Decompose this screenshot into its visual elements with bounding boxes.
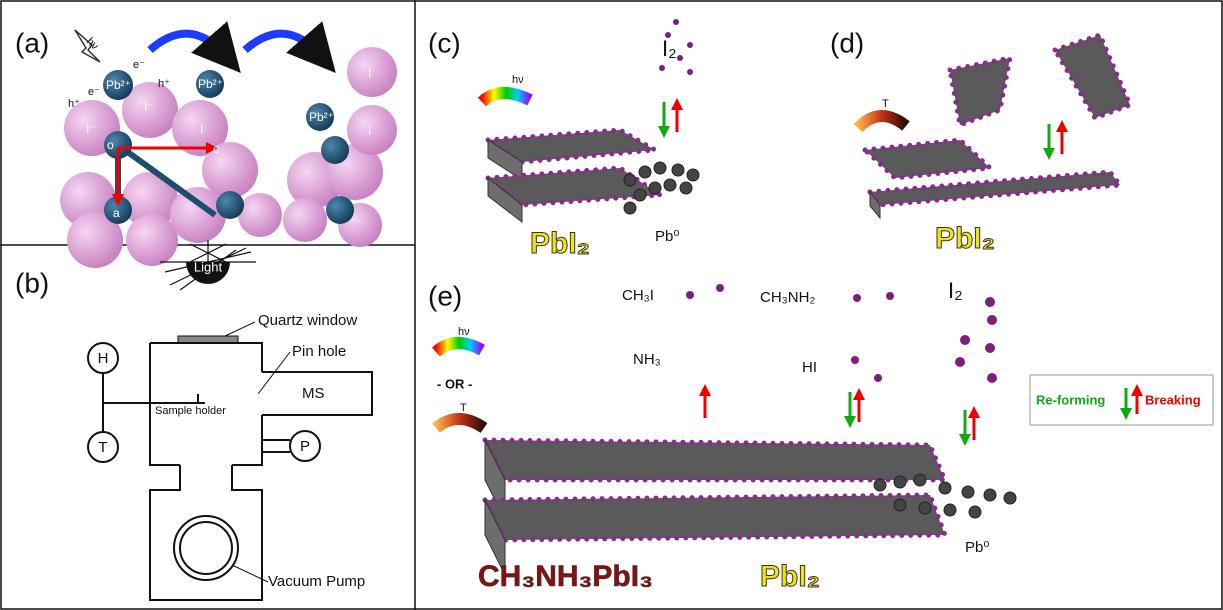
label: I (368, 66, 371, 80)
label: Pb²⁺ (106, 78, 131, 92)
label: NH₃ (633, 351, 661, 368)
label: Sample holder (155, 405, 226, 417)
label: o (107, 138, 114, 152)
label: T (460, 402, 467, 414)
panel-b: (b) Light Quartz window Pin hole MS H T … (15, 240, 372, 600)
label: Vacuum Pump (268, 573, 365, 590)
label: I (368, 124, 371, 138)
label: I (200, 122, 203, 136)
label: c (213, 142, 219, 156)
label: I₂ (948, 278, 963, 303)
label: CH₃I (622, 287, 654, 304)
label: Quartz window (258, 312, 357, 329)
label: CH₃NH₂ (760, 289, 815, 306)
label: HI (802, 359, 817, 376)
label: P (300, 438, 310, 455)
label: h⁺ (158, 78, 170, 90)
label: a (113, 206, 120, 220)
label: Pb²⁺ (309, 110, 334, 124)
panel-label: (a) (15, 27, 49, 58)
label: Light (194, 259, 223, 274)
panel-label: (e) (428, 280, 462, 311)
label: T (98, 439, 107, 456)
panel-a: (a) hν Pb²⁺ Pb²⁺ Pb²⁺ I⁻ I⁻ I I I o c a … (15, 5, 412, 268)
label: H (98, 350, 109, 367)
panel-label: (b) (15, 267, 49, 298)
label: PbI₂ (935, 222, 995, 255)
label: - OR - (437, 376, 472, 391)
legend-label: Re-forming (1036, 392, 1105, 407)
label: Pin hole (292, 343, 346, 360)
figure: (a) hν Pb²⁺ Pb²⁺ Pb²⁺ I⁻ I⁻ I I I o c a … (0, 0, 1223, 610)
panel-label: (c) (428, 27, 461, 58)
legend-label: Breaking (1145, 392, 1201, 407)
label: Pb⁰ (655, 228, 679, 245)
label: CH₃NH₃PbI₃ (478, 560, 653, 593)
label: Pb²⁺ (198, 77, 223, 91)
label: Pb⁰ (965, 539, 989, 556)
label: hν (512, 74, 524, 86)
label: e⁻ (88, 86, 100, 98)
label: I⁻ (144, 100, 154, 114)
label: h⁺ (68, 98, 80, 110)
panel-d: (d) T PbI₂ (830, 27, 1130, 255)
panel-label: (d) (830, 27, 864, 58)
panel-e: (e) hν - OR - T CH₃I CH₃NH₂ I₂ NH₃ HI CH… (428, 278, 1213, 593)
label: T (882, 98, 889, 110)
label: e⁻ (133, 59, 145, 71)
panel-c: (c) hν I₂ PbI₂ Pb⁰ (428, 19, 699, 260)
label: PbI₂ (760, 560, 820, 593)
label: I⁻ (86, 122, 96, 136)
label: I₂ (662, 36, 677, 61)
label: PbI₂ (530, 227, 590, 260)
label: hν (458, 326, 470, 338)
label: MS (302, 385, 325, 402)
